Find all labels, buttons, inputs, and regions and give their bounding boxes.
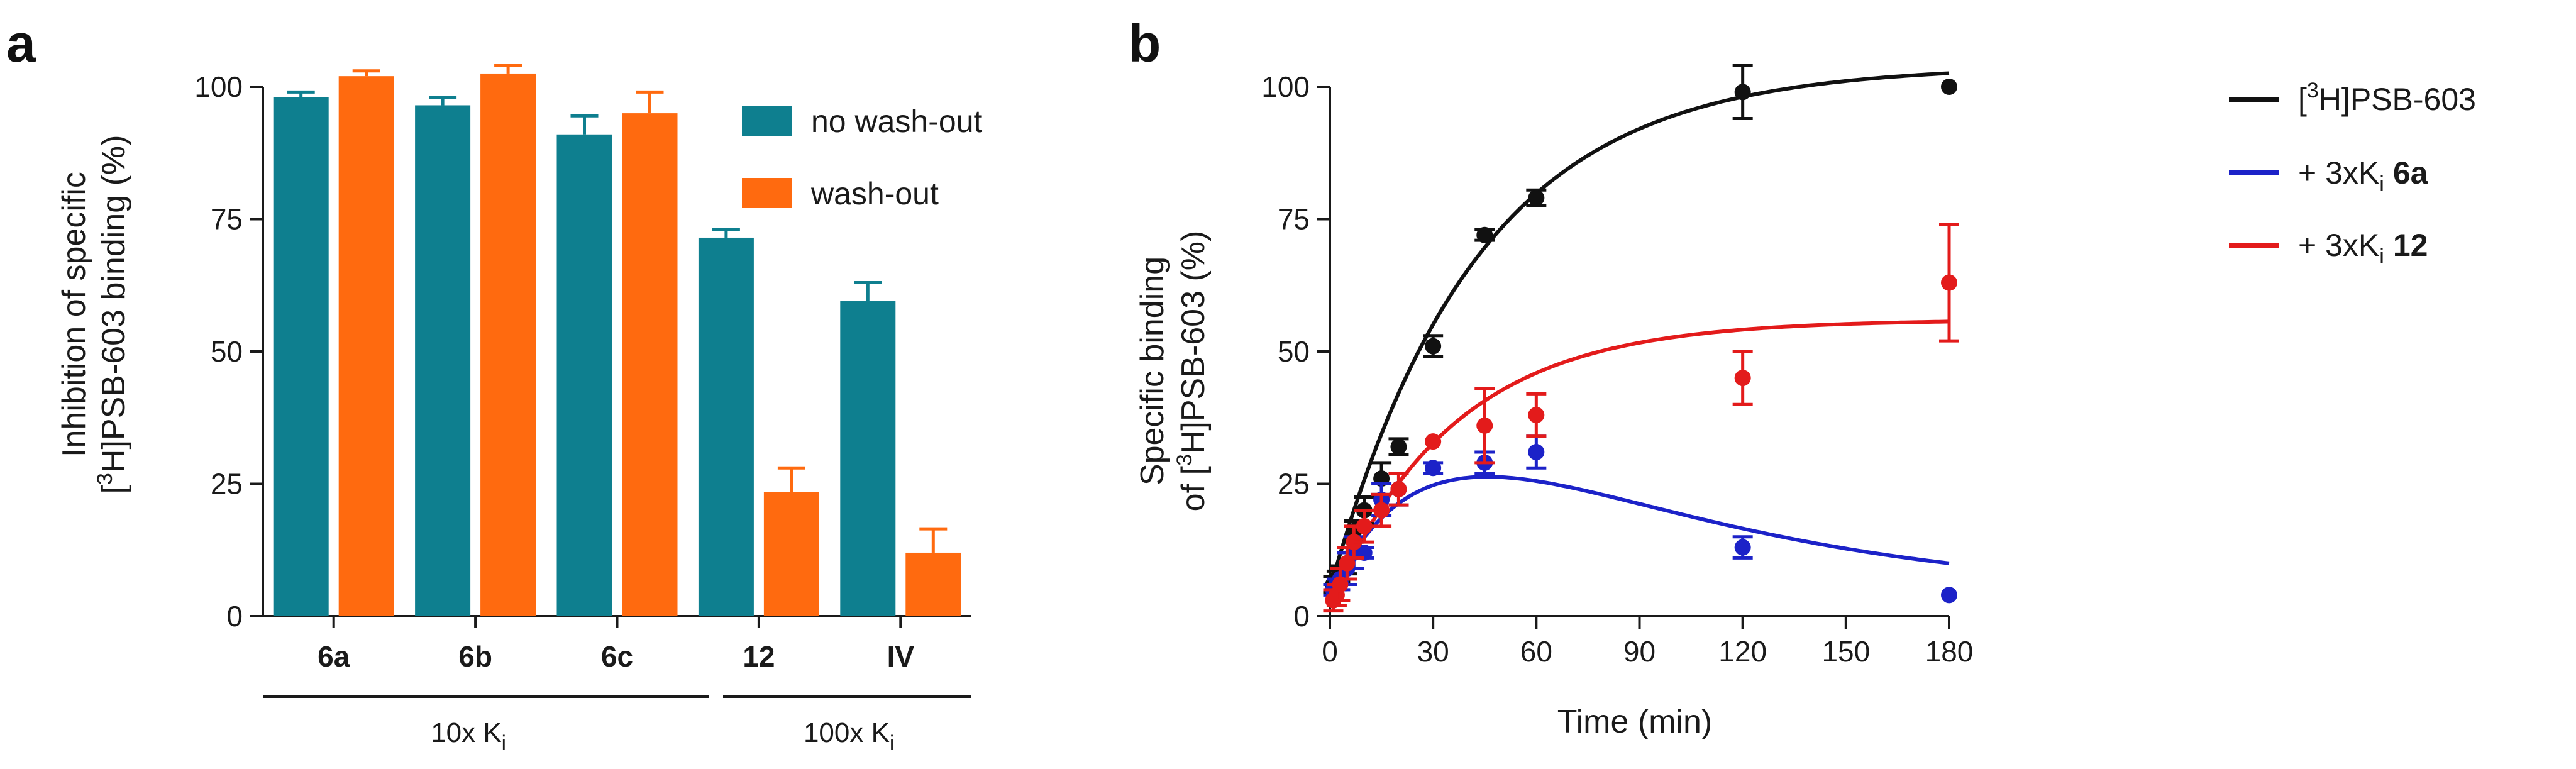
panel-b-xtick-label-180: 180 <box>1925 635 1974 668</box>
panel-b-xtick-label-150: 150 <box>1821 635 1870 668</box>
panel-a-bars <box>273 64 961 628</box>
legend-label-radioligand: [3H]PSB-603 <box>2298 79 2476 117</box>
panel-b-axes <box>1317 86 1950 629</box>
panel-b-ytick-label-50: 50 <box>1278 335 1310 368</box>
panel-b: b Specific binding of [3H]PSB-603 (%) 0 2… <box>1129 14 2476 740</box>
panel-b-ytick-label-100: 100 <box>1261 70 1310 103</box>
panel-a-ytick-label-100: 100 <box>194 70 243 103</box>
point-3xki-12-t45 <box>1476 417 1493 434</box>
panel-b-xtick-label-30: 30 <box>1417 635 1449 668</box>
panel-b-xtick-label-90: 90 <box>1623 635 1656 668</box>
panel-b-ylabel-line2: of [3H]PSB-603 (%) <box>1173 231 1212 512</box>
point-3xki-6a-t60 <box>1528 443 1545 460</box>
bar-no-wash-out-iv <box>840 301 896 616</box>
fit-curve-3xki-6a <box>1328 475 1950 596</box>
bar-wash-out-6b <box>480 73 536 616</box>
bar-wash-out-iv <box>905 552 961 616</box>
panel-a-ytick-label-25: 25 <box>211 468 243 501</box>
panel-a-ytick-label-75: 75 <box>211 203 243 236</box>
legend-swatch-washout <box>742 178 792 208</box>
point-3h-psb-603-t120 <box>1734 84 1751 101</box>
legend-label-no-washout: no wash-out <box>811 104 982 139</box>
panel-b-ytick-label-0: 0 <box>1293 600 1310 633</box>
bar-no-wash-out-6c <box>556 134 612 616</box>
panel-b-ytick-label-75: 75 <box>1278 203 1310 236</box>
category-label-iv: IV <box>887 640 915 673</box>
point-3xki-12-t10 <box>1356 517 1373 534</box>
fit-curve-3xki-12 <box>1328 319 1950 607</box>
bar-wash-out-12 <box>763 492 819 616</box>
panel-a-tick-labels: 0 25 50 75 100 <box>194 70 243 633</box>
category-label-6a: 6a <box>318 640 350 673</box>
point-3xki-6a-t30 <box>1425 460 1442 477</box>
point-3xki-6a-t180 <box>1941 587 1957 604</box>
point-3h-psb-603-t30 <box>1425 338 1442 355</box>
panel-b-xtick-label-0: 0 <box>1322 635 1338 668</box>
point-3xki-12-t30 <box>1425 433 1442 450</box>
category-label-6b: 6b <box>458 640 492 673</box>
point-3xki-12-t20 <box>1390 480 1407 497</box>
panel-b-data-points <box>1323 64 1959 613</box>
legend-swatch-no-washout <box>742 106 792 136</box>
point-3xki-12-t7 <box>1346 534 1363 551</box>
panel-a-legend: no wash-out wash-out <box>742 104 982 211</box>
point-3h-psb-603-t45 <box>1476 226 1493 243</box>
point-3h-psb-603-t180 <box>1941 79 1957 95</box>
group-label-100x: 100x Ki <box>804 717 894 754</box>
category-label-12: 12 <box>743 640 775 673</box>
point-3xki-12-t15 <box>1373 502 1390 519</box>
panel-b-legend: [3H]PSB-603 + 3xKi 6a + 3xKi 12 <box>2229 79 2476 268</box>
panel-b-ytick-label-25: 25 <box>1278 468 1310 501</box>
group-label-10x: 10x Ki <box>431 717 506 754</box>
panel-b-xtick-label-120: 120 <box>1718 635 1767 668</box>
point-3xki-6a-t120 <box>1734 539 1751 556</box>
bar-no-wash-out-12 <box>698 237 754 617</box>
panel-a-ytick-label-0: 0 <box>226 600 243 633</box>
panel-a: a Inhibition of specific [3H]PSB-603 bin… <box>6 14 982 754</box>
panel-letter-a: a <box>6 14 36 73</box>
legend-label-6a: + 3xKi 6a <box>2298 155 2429 196</box>
category-label-6c: 6c <box>601 640 633 673</box>
panel-a-category-labels: 6a 6b 6c 12 IV <box>318 640 914 673</box>
legend-label-washout: wash-out <box>810 176 939 211</box>
panel-a-ytick-label-50: 50 <box>211 335 243 368</box>
panel-a-ylabel-line1: Inhibition of specific <box>56 172 92 457</box>
panel-b-ylabel-line1: Specific binding <box>1134 257 1171 485</box>
panel-b-xtick-label-60: 60 <box>1520 635 1552 668</box>
panel-letter-b: b <box>1129 14 1161 73</box>
point-3xki-12-t120 <box>1734 370 1751 387</box>
point-3xki-12-t60 <box>1528 407 1545 424</box>
point-3h-psb-603-t20 <box>1390 438 1407 455</box>
panel-b-tick-labels: 0 25 50 75 100 0 30 60 90 120 150 180 <box>1261 70 1973 668</box>
fit-curve-3h-psb-603 <box>1328 71 1950 590</box>
point-3xki-12-t180 <box>1941 274 1957 291</box>
bar-no-wash-out-6a <box>273 97 329 617</box>
legend-label-12: + 3xKi 12 <box>2298 228 2428 268</box>
bar-wash-out-6a <box>338 76 394 616</box>
panel-b-xlabel: Time (min) <box>1557 704 1713 740</box>
bar-no-wash-out-6b <box>415 105 471 617</box>
panel-a-ylabel-line2: [3H]PSB-603 binding (%) <box>93 135 132 494</box>
point-3h-psb-603-t60 <box>1528 189 1545 206</box>
bar-wash-out-6c <box>622 113 678 617</box>
panel-b-fit-curves <box>1328 71 1950 607</box>
